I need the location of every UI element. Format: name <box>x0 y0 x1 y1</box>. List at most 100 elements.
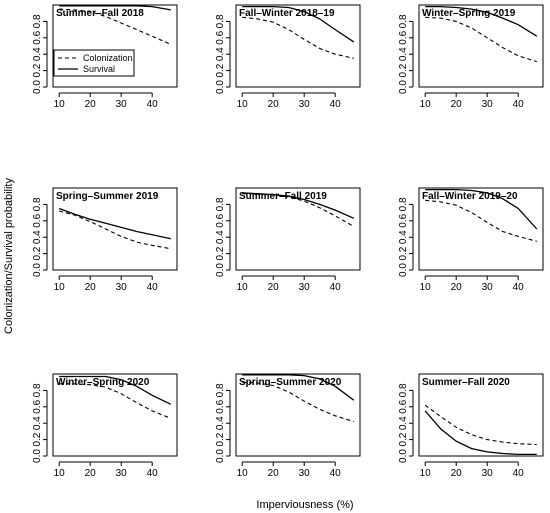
y-axis: 0.0 0.2 0.4 0.6 0.8 <box>398 197 414 277</box>
x-tick-label: 40 <box>147 468 159 479</box>
series-line-dashed <box>242 193 355 227</box>
x-tick-label: 20 <box>451 99 463 110</box>
y-tick-label: 0.4 <box>398 416 409 430</box>
chart-panel: 0.0 0.2 0.4 0.6 0.8 10 20 30 40 Spring–Summer 202… <box>215 373 361 479</box>
plot-frame <box>52 4 178 88</box>
x-tick-label: 10 <box>54 99 66 110</box>
chart-title: Winter–Spring 2020 <box>56 377 150 388</box>
y-tick-label: 0.0 <box>32 449 43 463</box>
x-axis: 10 20 30 40 <box>237 92 341 110</box>
y-axis-label: Colonization/Survival probability <box>3 178 15 334</box>
y-tick-label: 0.4 <box>215 47 226 61</box>
y-axis: 0.0 0.2 0.4 0.6 0.8 <box>398 14 414 94</box>
x-tick-label: 40 <box>147 282 159 293</box>
y-tick-label: 0.0 <box>215 263 226 277</box>
y-tick-label: 0.6 <box>398 399 409 413</box>
x-axis: 10 20 30 40 <box>54 92 159 110</box>
x-tick-label: 10 <box>54 468 66 479</box>
y-tick-label: 0.2 <box>215 246 226 260</box>
legend-label: Colonization <box>83 53 133 63</box>
y-tick-label: 0.2 <box>398 246 409 260</box>
chart-panel: 0.0 0.2 0.4 0.6 0.8 10 20 30 40 Summer–Fall 2020 <box>398 373 544 479</box>
chart-panel: 0.0 0.2 0.4 0.6 0.8 10 20 30 40 Winter–Spring 201… <box>398 4 544 110</box>
chart-title: Winter–Spring 2019 <box>422 8 516 19</box>
y-tick-label: 0.2 <box>32 246 43 260</box>
y-tick-label: 0.0 <box>215 80 226 94</box>
chart-title: Spring–Summer 2019 <box>56 191 159 202</box>
y-axis: 0.0 0.2 0.4 0.6 0.8 <box>32 197 48 277</box>
x-tick-label: 20 <box>268 99 280 110</box>
x-tick-label: 10 <box>54 282 66 293</box>
y-tick-label: 0.0 <box>398 263 409 277</box>
y-tick-label: 0.6 <box>32 30 43 44</box>
y-tick-label: 0.4 <box>215 416 226 430</box>
x-tick-label: 30 <box>116 468 128 479</box>
y-tick-label: 0.6 <box>215 213 226 227</box>
x-tick-label: 40 <box>147 99 159 110</box>
chart-title: Summer–Fall 2018 <box>56 8 144 19</box>
x-tick-label: 20 <box>268 282 280 293</box>
y-tick-label: 0.2 <box>215 432 226 446</box>
y-tick-label: 0.4 <box>215 230 226 244</box>
y-tick-label: 0.0 <box>398 80 409 94</box>
x-tick-label: 20 <box>85 99 97 110</box>
y-tick-label: 0.4 <box>398 230 409 244</box>
chart-title: Summer–Fall 2019 <box>239 191 327 202</box>
x-tick-label: 20 <box>85 468 97 479</box>
y-axis: 0.0 0.2 0.4 0.6 0.8 <box>215 14 231 94</box>
plot-frame <box>235 4 361 88</box>
y-tick-label: 0.8 <box>32 197 43 211</box>
series-line-solid <box>59 5 171 11</box>
x-axis: 10 20 30 40 <box>420 92 525 110</box>
series-line-solid <box>59 375 172 405</box>
x-tick-label: 30 <box>116 99 128 110</box>
y-tick-label: 0.2 <box>398 432 409 446</box>
plot-frame <box>235 373 361 457</box>
chart-panel: 0.0 0.2 0.4 0.6 0.8 10 20 30 40 Fall–Winter 2018–… <box>215 4 361 110</box>
y-tick-label: 0.8 <box>32 383 43 397</box>
y-tick-label: 0.4 <box>32 230 43 244</box>
chart-title: Spring–Summer 2020 <box>239 377 342 388</box>
x-tick-label: 30 <box>299 282 311 293</box>
y-axis: 0.0 0.2 0.4 0.6 0.8 <box>215 197 231 277</box>
y-tick-label: 0.0 <box>32 80 43 94</box>
y-tick-label: 0.6 <box>32 213 43 227</box>
y-tick-label: 0.0 <box>215 449 226 463</box>
chart-panel: 0.0 0.2 0.4 0.6 0.8 10 20 30 40 Spring–Summer 201… <box>32 187 178 293</box>
legend-box <box>53 49 135 77</box>
y-tick-label: 0.8 <box>32 14 43 28</box>
y-tick-label: 0.8 <box>398 383 409 397</box>
y-tick-label: 0.2 <box>215 63 226 77</box>
series-line-solid <box>242 5 355 43</box>
x-tick-label: 20 <box>451 282 463 293</box>
x-tick-label: 40 <box>513 282 525 293</box>
y-tick-label: 0.8 <box>215 197 226 211</box>
x-tick-label: 30 <box>299 468 311 479</box>
y-tick-label: 0.4 <box>398 47 409 61</box>
y-axis: 0.0 0.2 0.4 0.6 0.8 <box>32 383 48 463</box>
x-tick-label: 40 <box>513 468 525 479</box>
series-line-solid <box>58 207 171 240</box>
x-tick-label: 10 <box>420 282 432 293</box>
series-line-dashed <box>242 16 354 59</box>
x-tick-label: 30 <box>116 282 128 293</box>
chart-panel: 0.0 0.2 0.4 0.6 0.8 10 20 30 40 Fall–Winter 2019–… <box>398 187 544 293</box>
x-axis: 10 20 30 40 <box>237 461 341 479</box>
plot-frame <box>418 373 544 457</box>
series-line-dashed <box>59 383 172 419</box>
x-tick-label: 10 <box>420 99 432 110</box>
y-tick-label: 0.6 <box>215 30 226 44</box>
plot-frame <box>52 187 178 271</box>
x-axis: 10 20 30 40 <box>54 275 159 293</box>
y-tick-label: 0.8 <box>215 14 226 28</box>
y-tick-label: 0.2 <box>32 432 43 446</box>
chart-title: Fall–Winter 2018–19 <box>239 8 335 19</box>
panels: 0.0 0.2 0.4 0.6 0.8 10 20 30 40 Summer–Fall 2018 C… <box>32 4 544 479</box>
x-tick-label: 40 <box>330 282 342 293</box>
x-tick-label: 40 <box>513 99 525 110</box>
plot-frame <box>52 373 178 457</box>
y-tick-label: 0.4 <box>32 47 43 61</box>
series-line-dashed <box>242 381 354 423</box>
x-axis: 10 20 30 40 <box>237 275 342 293</box>
